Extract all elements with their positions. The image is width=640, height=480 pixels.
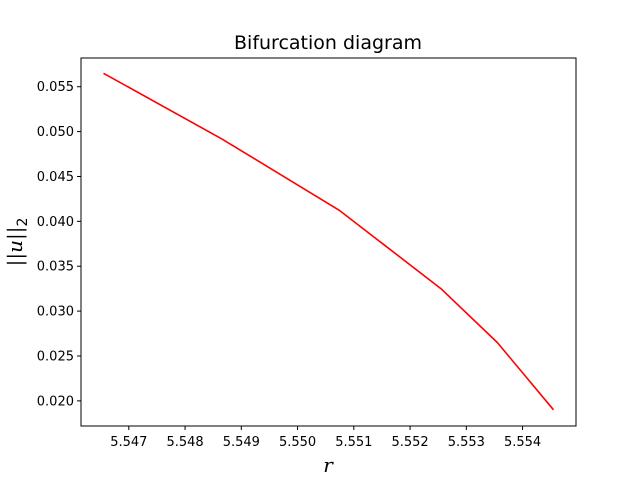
y-tick-label: 0.040 <box>37 215 74 230</box>
y-tick-label: 0.020 <box>37 394 74 409</box>
chart-title: Bifurcation diagram <box>234 32 422 54</box>
y-tick-label: 0.055 <box>37 80 74 95</box>
x-axis-label: r <box>323 453 334 477</box>
y-axis-label-subscript: 2 <box>15 218 31 227</box>
y-tick-label: 0.050 <box>37 125 74 140</box>
y-tick-label: 0.035 <box>37 260 74 275</box>
y-axis-label: ||u||2 <box>3 218 31 267</box>
y-tick-label: 0.025 <box>37 349 74 364</box>
x-tick-label: 5.548 <box>166 435 203 450</box>
x-tick-label: 5.547 <box>110 435 147 450</box>
x-tick-label: 5.553 <box>448 435 485 450</box>
x-tick-label: 5.552 <box>391 435 428 450</box>
plot-frame <box>80 57 577 427</box>
x-tick-label: 5.551 <box>335 435 372 450</box>
y-axis-ticks: 0.020 0.025 0.030 0.035 0.040 0.045 0.050 0.055 <box>37 80 81 409</box>
y-tick-label: 0.045 <box>37 170 74 185</box>
y-axis-label-main: ||u|| <box>3 227 28 267</box>
series-line <box>103 72 555 411</box>
x-axis-ticks: 5.547 5.548 5.549 5.550 5.551 5.552 5.553 5.554 <box>110 426 541 450</box>
y-tick-label: 0.030 <box>37 305 74 320</box>
x-tick-label: 5.550 <box>279 435 316 450</box>
x-tick-label: 5.549 <box>223 435 260 450</box>
series-layer <box>103 72 555 411</box>
x-tick-label: 5.554 <box>504 435 541 450</box>
